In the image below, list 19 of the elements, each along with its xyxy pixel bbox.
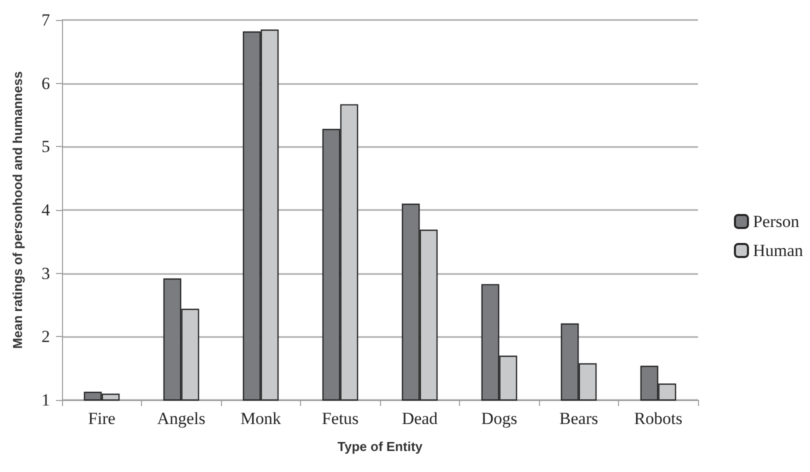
y-tick-label: 5 <box>42 137 50 156</box>
x-tick-label: Angels <box>157 409 206 428</box>
y-tick-label: 2 <box>42 327 50 346</box>
y-tick-label: 3 <box>42 264 50 283</box>
y-axis-title: Mean ratings of personhood and humanness <box>10 71 25 349</box>
y-tick-label: 7 <box>42 10 50 30</box>
x-tick-label: Monk <box>240 409 282 428</box>
legend-label: Human <box>752 241 804 260</box>
x-tick-label: Robots <box>634 409 682 428</box>
y-tick-label: 6 <box>42 74 50 93</box>
x-axis-title: Type of Entity <box>338 439 424 454</box>
x-tick-label: Fire <box>88 409 116 428</box>
x-tick-label: Bears <box>559 409 598 428</box>
x-tick-label: Dogs <box>481 409 518 428</box>
y-tick-label: 1 <box>42 390 50 410</box>
legend-label: Person <box>752 212 800 231</box>
y-tick-label: 4 <box>42 200 50 220</box>
x-tick-label: Fetus <box>322 409 359 428</box>
x-tick-label: Dead <box>402 409 438 428</box>
